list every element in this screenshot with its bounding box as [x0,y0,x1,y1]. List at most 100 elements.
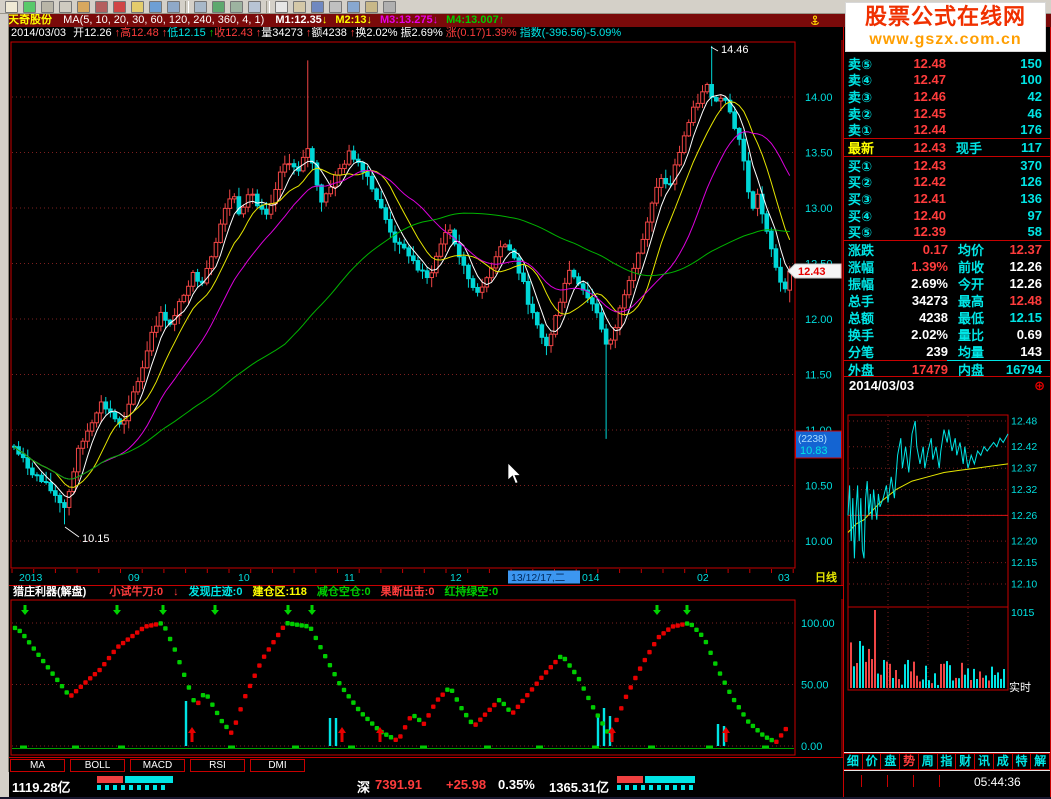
quote-tab[interactable]: 讯 [974,753,994,770]
latest-price-row[interactable]: 最新 12.43 现手 117 [844,137,1050,157]
svg-text:02: 02 [697,572,709,584]
minute-chart-icon[interactable] [194,0,207,13]
ask-row[interactable]: 卖② 12.45 46 [848,105,1042,122]
title-bar: 天奇股份 MA(5, 10, 20, 30, 60, 120, 240, 360… [0,14,1051,27]
ask-row[interactable]: 卖⑤ 12.48 150 [848,55,1042,72]
indicator-signal-value: 果断出击:0 [380,586,435,598]
pen-icon[interactable] [293,0,306,13]
fan-lines-icon[interactable] [347,0,360,13]
indicator-signal-value: 发现庄迹:0 [188,586,243,598]
trend-arrow-icon: ↑ [208,27,215,39]
svg-text:10.50: 10.50 [805,481,833,493]
quote-tab[interactable]: 解 [1030,753,1051,770]
quote-tab[interactable]: 财 [955,753,976,770]
ask-row[interactable]: 卖④ 12.47 100 [848,72,1042,89]
ask-row[interactable]: 卖① 12.44 176 [848,122,1042,139]
intraday-mini-chart[interactable]: 12.48 12.42 12.37 12.32 12.26 12.20 12.15 12.10… [844,400,1051,700]
svg-text:(2238): (2238) [798,434,827,445]
main-candlestick-chart[interactable]: 14.0013.5013.0012.5012.0011.5011.0010.50… [9,40,843,585]
ohlc-field: 换2.02% [355,27,398,39]
indicator-tab-dmi[interactable]: DMI [250,759,305,772]
crosshair-icon[interactable]: ⊕ [1034,378,1045,393]
quote-tab[interactable]: 盘 [880,753,901,770]
draw-shape-icon[interactable] [365,0,378,13]
parallel-lines-icon[interactable] [311,0,324,13]
toolbar-separator [185,0,189,13]
indicator-tab-boll[interactable]: BOLL [70,759,125,772]
paint-icon[interactable] [131,0,144,13]
svg-text:12.20: 12.20 [1011,536,1037,548]
ask-row[interactable]: 卖③ 12.46 42 [848,88,1042,105]
indicator-tab-ma[interactable]: MA [10,759,65,772]
stat-row: 外盘 17479 内盘 16794 [844,359,1050,378]
svg-text:13/12/17,二: 13/12/17,二 [511,572,565,584]
measure-icon[interactable] [329,0,342,13]
trend-arrow-icon: ↑ [255,27,262,39]
trend-arrow-icon: ↑ [114,27,121,39]
indicator-tab-rsi[interactable]: RSI [190,759,245,772]
volume-meter [617,776,695,790]
tile-horizontal-icon[interactable] [149,0,162,13]
bid-row[interactable]: 买② 12.42 126 [848,174,1042,191]
stat-row: 分笔 239 均量 143 [848,343,1042,360]
pie-chart-icon[interactable] [95,0,108,13]
svg-text:10: 10 [238,572,250,584]
report-table-icon[interactable] [230,0,243,13]
bid-row[interactable]: 买③ 12.41 136 [848,190,1042,207]
alarm-icon[interactable] [113,0,126,13]
quote-date-row: 2014/03/03 ⊕ [844,376,1050,393]
window-bottom-edge [0,797,1051,799]
bid-row[interactable]: 买① 12.43 370 [848,157,1042,174]
svg-text:12.32: 12.32 [1011,484,1037,496]
quote-tab[interactable]: 周 [917,753,938,770]
svg-text:日线: 日线 [815,570,837,584]
market-amount-left: 1119.28亿 [12,780,71,795]
indicator-tab-macd[interactable]: MACD [130,759,185,772]
svg-text:12.48: 12.48 [1011,416,1037,428]
anchor-icon[interactable] [809,15,821,27]
indicator-signal-value: 减仓空仓:0 [316,586,371,598]
stock-name: 天奇股份 [8,14,52,26]
bid-row[interactable]: 买④ 12.40 97 [848,207,1042,224]
quote-tab[interactable]: 细 [843,753,863,770]
index-change: +25.98 [446,777,487,792]
quote-tab[interactable]: 成 [992,753,1013,770]
svg-text:100.00: 100.00 [801,618,835,630]
save-icon[interactable] [41,0,54,13]
pointer-icon[interactable] [275,0,288,13]
indicator-values: 小试牛刀:0 ↓ 发现庄迹:0 建仓区:118 减仓空仓:0 果断出击:0 红持绿空:0 [99,586,498,598]
zoom-icon[interactable] [383,0,396,13]
candles-layer [12,45,793,525]
trend-icon[interactable] [248,0,261,13]
trend-arrow-icon: ↑ [161,27,168,39]
quote-tab[interactable]: 势 [899,753,919,770]
ma-value: M1:12.35 [275,14,322,26]
svg-text:12.10: 12.10 [1011,579,1037,591]
bid-row[interactable]: 买⑤ 12.39 58 [848,224,1042,241]
trend-arrow-icon: ↓ [366,14,373,26]
open-file-icon[interactable] [5,0,18,13]
ohlc-fields: 开12.26 ↑高12.48 ↑低12.15 ↑收12.43 ↑量34273 ↑额4238… [73,27,624,39]
stock-list-icon[interactable] [23,0,36,13]
indicator-panel-chart[interactable]: 100.00 50.00 0.00 [9,599,843,757]
quote-tab[interactable]: 特 [1011,753,1032,770]
status-bar: 1119.28亿 深 7391.91 +25.98 0.35% 1365.31亿 [9,772,843,799]
kline-chart-icon[interactable] [212,0,225,13]
svg-text:12: 12 [450,572,462,584]
market-label: 深 [357,780,371,795]
svg-text:03: 03 [778,572,790,584]
svg-text:12.43: 12.43 [798,266,826,278]
indicator-name: 猎庄利器(解盘) [13,586,87,598]
indicator-signal-value: 建仓区:118 [252,586,307,598]
svg-text:2013: 2013 [19,572,43,584]
tile-vertical-icon[interactable] [167,0,180,13]
mouse-cursor [507,462,522,484]
quote-tab[interactable]: 指 [936,753,957,770]
watermark-url[interactable]: www.gszx.com.cn [869,31,1022,48]
stat-row: 涨跌 0.17 均价 12.37 [848,241,1042,258]
watermark-banner[interactable]: 股票公式在线网 www.gszx.com.cn [845,2,1046,52]
search-icon[interactable] [77,0,90,13]
shield-icon[interactable] [59,0,72,13]
quote-tab[interactable]: 价 [861,753,882,770]
ma-value: M2:13 [335,14,367,26]
